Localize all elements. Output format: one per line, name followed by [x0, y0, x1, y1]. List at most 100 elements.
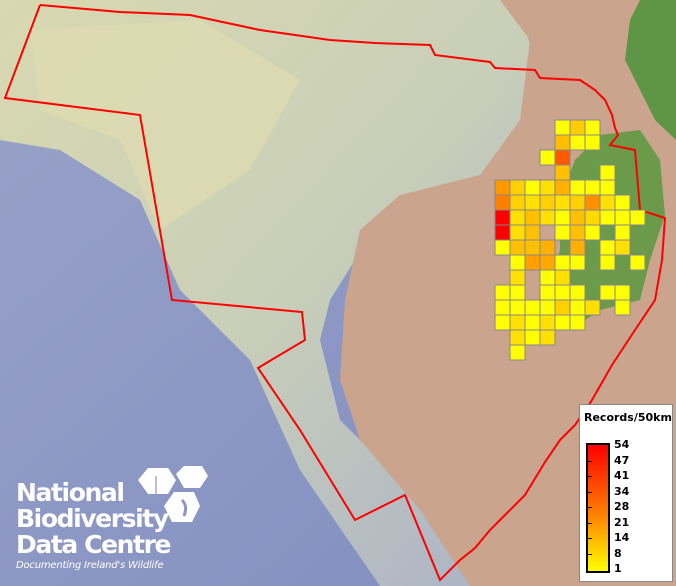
grid-cell[interactable]: [584, 299, 601, 316]
grid-cell[interactable]: [539, 239, 556, 256]
grid-cell[interactable]: [629, 209, 646, 226]
records-grid: [494, 119, 646, 361]
grid-cell[interactable]: [569, 224, 586, 241]
grid-cell[interactable]: [509, 194, 526, 211]
grid-cell[interactable]: [584, 119, 601, 136]
legend-tick: [588, 476, 592, 477]
legend-tick: [588, 507, 592, 508]
grid-cell[interactable]: [539, 329, 556, 346]
grid-cell[interactable]: [554, 179, 571, 196]
grid-cell[interactable]: [509, 179, 526, 196]
grid-cell[interactable]: [494, 314, 511, 331]
grid-cell[interactable]: [509, 344, 526, 361]
grid-cell[interactable]: [494, 209, 511, 226]
grid-cell[interactable]: [569, 134, 586, 151]
grid-cell[interactable]: [569, 194, 586, 211]
grid-cell[interactable]: [524, 254, 541, 271]
grid-cell[interactable]: [554, 284, 571, 301]
grid-cell[interactable]: [614, 224, 631, 241]
grid-cell[interactable]: [539, 314, 556, 331]
grid-cell[interactable]: [554, 194, 571, 211]
grid-cell[interactable]: [509, 299, 526, 316]
grid-cell[interactable]: [569, 284, 586, 301]
grid-cell[interactable]: [554, 119, 571, 136]
grid-cell[interactable]: [494, 239, 511, 256]
grid-cell[interactable]: [599, 284, 616, 301]
grid-cell[interactable]: [614, 239, 631, 256]
grid-cell[interactable]: [569, 119, 586, 136]
grid-cell[interactable]: [524, 179, 541, 196]
grid-cell[interactable]: [599, 209, 616, 226]
legend-title: Records/50km: [584, 411, 672, 424]
grid-cell[interactable]: [494, 224, 511, 241]
boundary-line: [3, 4, 667, 582]
grid-cell[interactable]: [584, 209, 601, 226]
grid-cell[interactable]: [554, 149, 571, 166]
grid-cell[interactable]: [539, 269, 556, 286]
grid-cell[interactable]: [584, 194, 601, 211]
legend-label: 28: [614, 500, 630, 513]
grid-cell[interactable]: [509, 314, 526, 331]
legend-label: 21: [614, 515, 630, 529]
legend-label: 34: [614, 484, 630, 498]
grid-cell[interactable]: [614, 194, 631, 211]
scotland-land: [625, 0, 676, 140]
grid-cell[interactable]: [524, 224, 541, 241]
grid-cell[interactable]: [554, 314, 571, 331]
grid-cell[interactable]: [554, 299, 571, 316]
grid-cell[interactable]: [494, 179, 511, 196]
grid-cell[interactable]: [539, 284, 556, 301]
grid-cell[interactable]: [509, 224, 526, 241]
grid-cell[interactable]: [539, 149, 556, 166]
grid-cell[interactable]: [524, 329, 541, 346]
legend-tick: [588, 460, 592, 462]
grid-cell[interactable]: [584, 179, 601, 196]
grid-cell[interactable]: [509, 254, 526, 271]
grid-cell[interactable]: [599, 179, 616, 196]
grid-cell[interactable]: [554, 164, 571, 181]
grid-cell[interactable]: [614, 284, 631, 301]
grid-cell[interactable]: [509, 329, 526, 346]
grid-cell[interactable]: [569, 314, 586, 331]
grid-cell[interactable]: [569, 209, 586, 226]
grid-cell[interactable]: [524, 314, 541, 331]
grid-cell[interactable]: [509, 209, 526, 226]
grid-cell[interactable]: [614, 299, 631, 316]
grid-cell[interactable]: [494, 194, 511, 211]
grid-cell[interactable]: [584, 134, 601, 151]
grid-cell[interactable]: [599, 239, 616, 256]
grid-cell[interactable]: [554, 134, 571, 151]
grid-cell[interactable]: [554, 269, 571, 286]
grid-cell[interactable]: [539, 194, 556, 211]
grid-cell[interactable]: [569, 299, 586, 316]
grid-cell[interactable]: [584, 224, 601, 241]
grid-cell[interactable]: [494, 299, 511, 316]
grid-cell[interactable]: [599, 254, 616, 271]
grid-cell[interactable]: [539, 209, 556, 226]
grid-cell[interactable]: [524, 299, 541, 316]
logo-tagline: Documenting Ireland's Wildlife: [16, 560, 164, 571]
grid-cell[interactable]: [629, 254, 646, 271]
grid-cell[interactable]: [554, 224, 571, 241]
grid-cell[interactable]: [524, 194, 541, 211]
grid-cell[interactable]: [614, 209, 631, 226]
grid-cell[interactable]: [554, 254, 571, 271]
grid-cell[interactable]: [524, 239, 541, 256]
grid-cell[interactable]: [494, 284, 511, 301]
grid-cell[interactable]: [569, 239, 586, 256]
grid-cell[interactable]: [569, 179, 586, 196]
grid-cell[interactable]: [539, 179, 556, 196]
grid-cell[interactable]: [539, 299, 556, 316]
grid-cell[interactable]: [509, 239, 526, 256]
grid-cell[interactable]: [509, 269, 526, 286]
legend-label: 14: [614, 531, 630, 544]
grid-cell[interactable]: [509, 284, 526, 301]
grid-cell[interactable]: [539, 254, 556, 271]
grid-cell[interactable]: [554, 209, 571, 226]
grid-cell[interactable]: [599, 194, 616, 211]
grid-cell[interactable]: [569, 254, 586, 271]
grid-cell[interactable]: [524, 209, 541, 226]
grid-cell[interactable]: [599, 164, 616, 181]
logo-text-line1: National: [16, 478, 125, 507]
